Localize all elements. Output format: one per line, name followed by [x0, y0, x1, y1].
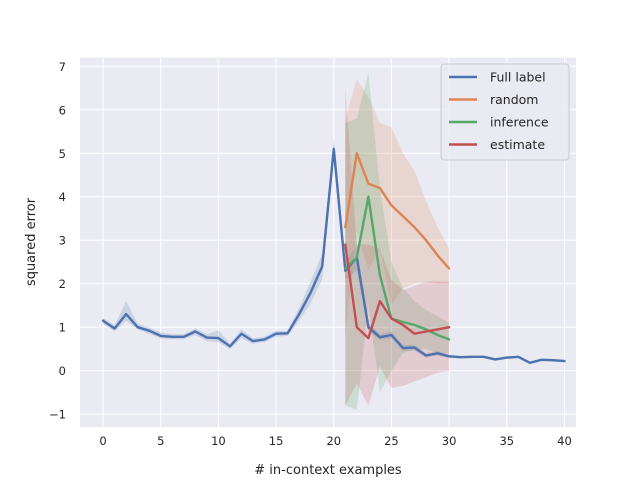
- inference-line: [344, 195, 451, 341]
- x-tick-label: 30: [442, 434, 457, 448]
- x-tick-label: 15: [269, 434, 284, 448]
- x-tick-labels: 0 5 10 15 20 25 30 35 40: [99, 434, 571, 448]
- estimate-line: [344, 243, 451, 340]
- x-tick-label: 0: [99, 434, 106, 448]
- y-axis-label: squared error: [24, 197, 39, 286]
- x-tick-label: 20: [326, 434, 341, 448]
- legend-box: [440, 63, 570, 161]
- y-tick-labels: −1 0 1 2 3 4 5 6 7: [49, 60, 66, 422]
- y-tick-label: 1: [59, 321, 66, 335]
- x-axis-label: # in-context examples: [254, 463, 402, 478]
- y-tick-label: 2: [59, 277, 66, 291]
- legend-label-estimate: estimate: [490, 137, 545, 152]
- legend-label-random: random: [490, 92, 538, 107]
- x-tick-label: 40: [557, 434, 572, 448]
- y-tick-label: 6: [59, 103, 66, 117]
- x-tick-label: 25: [384, 434, 399, 448]
- full-label-line: [101, 147, 566, 364]
- legend-label-full-label: Full label: [490, 70, 546, 85]
- y-tick-label: 4: [59, 190, 66, 204]
- y-tick-label: 0: [59, 364, 66, 378]
- random-line: [344, 152, 451, 270]
- y-tick-label: 3: [59, 234, 66, 248]
- random-confidence-band: [345, 79, 450, 336]
- x-tick-label: 5: [157, 434, 164, 448]
- legend: Full label random inference estimate: [440, 63, 570, 161]
- y-tick-label: 5: [59, 147, 66, 161]
- x-tick-label: 35: [499, 434, 514, 448]
- series-lines: [101, 147, 566, 364]
- legend-label-inference: inference: [490, 115, 549, 130]
- y-tick-label: 7: [59, 60, 66, 74]
- y-tick-label: −1: [49, 408, 66, 422]
- x-tick-label: 10: [211, 434, 226, 448]
